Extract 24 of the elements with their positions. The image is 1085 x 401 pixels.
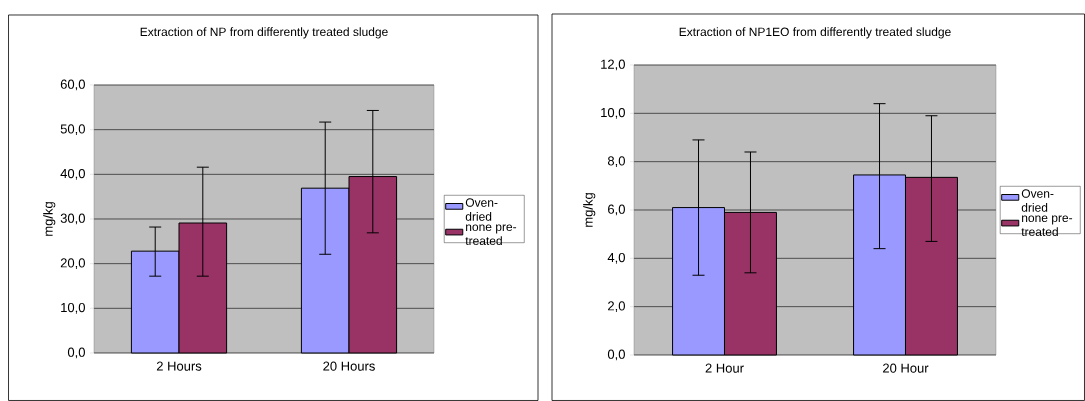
x-tick-label: 2 Hours: [156, 361, 202, 371]
y-tick-label: 4,0: [607, 252, 625, 264]
x-tick-label: 20 Hours: [323, 361, 375, 371]
x-tick-label: 2 Hour: [705, 363, 744, 373]
y-tick-label: 40,0: [60, 168, 85, 180]
y-tick-label: 10,0: [61, 302, 85, 314]
y-tick-label: 20,0: [60, 258, 85, 270]
y-tick-label: 8,0: [607, 156, 625, 168]
y-tick-label: 60,0: [60, 79, 85, 91]
y-tick-label: 0,0: [67, 347, 85, 359]
legend-label: none pre-treated: [1021, 215, 1073, 237]
legend-label: none pre-treated: [465, 224, 517, 246]
y-axis-title: mg/kg: [583, 193, 596, 227]
chart-title: Extraction of NP1EO from differently treated sludge: [679, 27, 951, 39]
y-tick-label: 2,0: [608, 301, 625, 313]
y-tick-label: 12,0: [601, 59, 625, 71]
x-tick-label: 20 Hour: [883, 363, 929, 373]
y-tick-label: 30,0: [60, 213, 85, 225]
chart-title: Extraction of NP from differently treated sludge: [140, 27, 388, 39]
y-axis-title: mg/kg: [43, 202, 56, 236]
y-tick-label: 0,0: [607, 349, 625, 361]
y-tick-label: 10,0: [601, 107, 625, 119]
y-tick-label: 50,0: [60, 124, 85, 136]
y-tick-label: 6,0: [608, 204, 625, 216]
